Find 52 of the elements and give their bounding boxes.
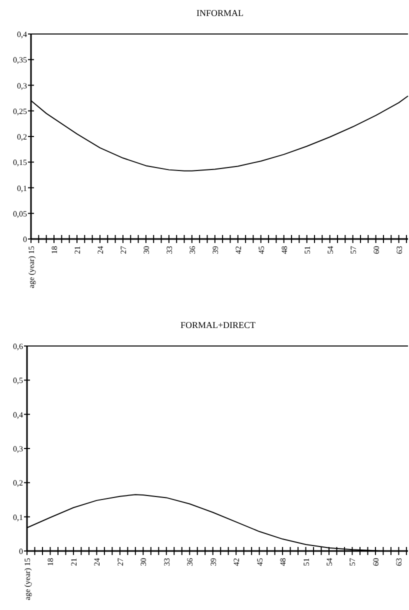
x-tick-label: 54 — [326, 246, 335, 254]
x-tick-label: 45 — [255, 558, 264, 566]
y-tick-label: 0,35 — [13, 56, 27, 65]
x-tick-label: 63 — [394, 558, 404, 566]
x-tick-label: 60 — [371, 558, 380, 566]
y-tick-label: 0,1 — [17, 184, 27, 193]
x-tick-label: 63 — [394, 246, 404, 254]
x-tick-label: 39 — [208, 558, 218, 566]
x-tick-label: 33 — [164, 246, 174, 254]
x-tick-label: age (year) 15 — [23, 558, 32, 600]
y-tick-label: 0,15 — [13, 158, 27, 168]
x-tick-label: 54 — [325, 558, 334, 566]
y-tick-label: 0,2 — [17, 132, 27, 142]
x-tick-label: 48 — [278, 558, 288, 566]
y-tick-label: 0,3 — [17, 81, 27, 90]
y-tick-label: 0,4 — [17, 30, 27, 39]
x-tick-label: 21 — [72, 246, 82, 254]
y-tick-label: 0,05 — [13, 209, 27, 218]
x-tick-label: 27 — [116, 558, 125, 566]
x-tick-label: 18 — [50, 246, 59, 254]
x-tick-label: 30 — [142, 246, 151, 254]
x-tick-label: age (year) 15 — [27, 246, 36, 288]
x-tick-label: 60 — [372, 246, 381, 254]
x-tick-label: 33 — [162, 558, 172, 566]
y-tick-label: 0,5 — [13, 376, 23, 386]
x-tick-label: 48 — [280, 246, 289, 254]
x-tick-label: 36 — [186, 558, 195, 566]
x-tick-label: 30 — [139, 558, 148, 566]
y-tick-label: 0 — [19, 547, 23, 556]
chart-title: FORMAL+DIRECT — [180, 320, 256, 330]
x-tick-label: 39 — [210, 246, 220, 254]
x-tick-label: 24 — [96, 246, 105, 254]
y-tick-label: 0,4 — [13, 410, 23, 420]
x-tick-label: 36 — [188, 246, 197, 254]
y-tick-label: 0,3 — [13, 444, 23, 454]
x-tick-label: 57 — [348, 246, 358, 254]
x-tick-label: 27 — [118, 246, 128, 254]
x-tick-label: 51 — [302, 246, 312, 254]
x-tick-label: 42 — [232, 558, 242, 566]
x-tick-label: 45 — [256, 246, 266, 254]
x-tick-label: 51 — [302, 558, 311, 566]
y-tick-label: 0,2 — [13, 478, 23, 488]
x-tick-label: 18 — [46, 558, 56, 566]
y-tick-label: 0,25 — [13, 106, 27, 116]
chart-title: INFORMAL — [196, 8, 244, 18]
x-tick-label: 57 — [348, 558, 358, 566]
x-tick-label: 21 — [69, 558, 78, 566]
y-tick-label: 0 — [23, 235, 27, 244]
x-tick-label: 24 — [92, 558, 102, 566]
y-tick-label: 0,1 — [13, 512, 23, 522]
x-tick-label: 42 — [234, 246, 243, 254]
y-tick-label: 0,6 — [13, 342, 23, 351]
